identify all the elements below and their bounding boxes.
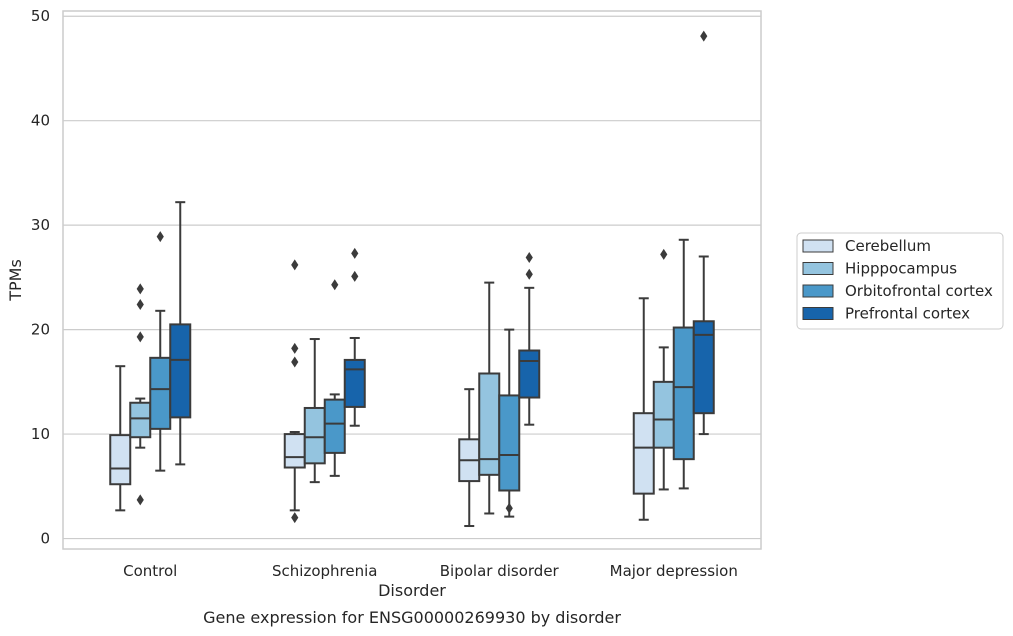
gridlines xyxy=(63,15,761,540)
x-tick-label: Schizophrenia xyxy=(272,562,377,580)
box-iqr xyxy=(498,394,521,492)
box xyxy=(303,338,326,484)
box-iqr xyxy=(109,434,132,486)
outlier-point xyxy=(525,252,533,264)
outlier-point xyxy=(291,259,299,271)
y-axis-ticks: 0 10 20 30 40 50 xyxy=(31,7,50,547)
y-tick-label: 10 xyxy=(31,425,50,443)
outlier-point xyxy=(291,342,299,354)
outlier-point xyxy=(156,231,164,243)
box xyxy=(458,388,481,528)
box-iqr xyxy=(129,401,152,439)
box xyxy=(343,247,366,427)
plot-frame xyxy=(62,10,762,550)
y-tick-label: 0 xyxy=(40,530,50,548)
box xyxy=(283,259,306,524)
outlier-point xyxy=(136,299,144,311)
x-tick-label: Control xyxy=(123,562,177,580)
box xyxy=(672,238,695,490)
plot-series xyxy=(109,30,715,528)
box xyxy=(149,231,172,472)
outlier-point xyxy=(136,283,144,295)
outlier-point xyxy=(136,494,144,506)
y-tick-label: 50 xyxy=(31,7,50,25)
outlier-point xyxy=(291,356,299,368)
legend-label: Hipppocampus xyxy=(845,260,957,278)
box xyxy=(478,281,501,515)
outlier-point xyxy=(351,270,359,282)
box-iqr xyxy=(343,358,366,408)
box-iqr xyxy=(652,380,675,449)
x-axis-label: Disorder xyxy=(378,581,446,600)
legend-swatch xyxy=(802,284,834,298)
x-tick-label: Major depression xyxy=(610,562,738,580)
legend-label: Orbitofrontal cortex xyxy=(845,282,993,300)
legend-frame xyxy=(796,232,1004,330)
box xyxy=(652,248,675,491)
box xyxy=(498,328,521,518)
x-axis-ticks: Control Schizophrenia Bipolar disorder Majo… xyxy=(123,562,738,580)
box-iqr xyxy=(692,320,715,415)
box xyxy=(692,30,715,436)
box-iqr xyxy=(169,323,192,419)
box xyxy=(109,365,132,512)
box-iqr xyxy=(303,406,326,465)
legend-label: Prefrontal cortex xyxy=(845,305,970,323)
outlier-point xyxy=(331,279,339,291)
y-axis-label: TPMs xyxy=(6,259,25,302)
legend-swatch xyxy=(802,239,834,253)
box-iqr xyxy=(149,356,172,430)
box-iqr xyxy=(283,433,306,469)
box xyxy=(323,279,346,477)
outlier-point xyxy=(351,247,359,259)
outlier-point xyxy=(505,502,513,514)
legend-swatch xyxy=(802,262,834,275)
outlier-point xyxy=(136,331,144,343)
y-tick-label: 20 xyxy=(31,321,50,339)
outlier-point xyxy=(525,268,533,280)
box-iqr xyxy=(323,398,346,454)
outlier-point xyxy=(660,248,668,260)
legend-swatch xyxy=(802,307,834,320)
chart-caption: Gene expression for ENSG00000269930 by d… xyxy=(203,608,621,627)
legend: Cerebellum Hipppocampus Orbitofrontal cort… xyxy=(796,232,1004,330)
box xyxy=(169,201,192,466)
y-tick-label: 30 xyxy=(31,216,50,234)
box-iqr xyxy=(672,326,695,461)
x-tick-label: Bipolar disorder xyxy=(440,562,560,580)
box xyxy=(129,283,152,506)
box xyxy=(632,297,655,521)
y-tick-label: 40 xyxy=(31,112,50,130)
box xyxy=(518,252,541,426)
outlier-point xyxy=(700,30,708,42)
box-iqr xyxy=(632,412,655,495)
outlier-point xyxy=(291,512,299,524)
box-iqr xyxy=(518,349,541,399)
legend-label: Cerebellum xyxy=(845,237,931,255)
